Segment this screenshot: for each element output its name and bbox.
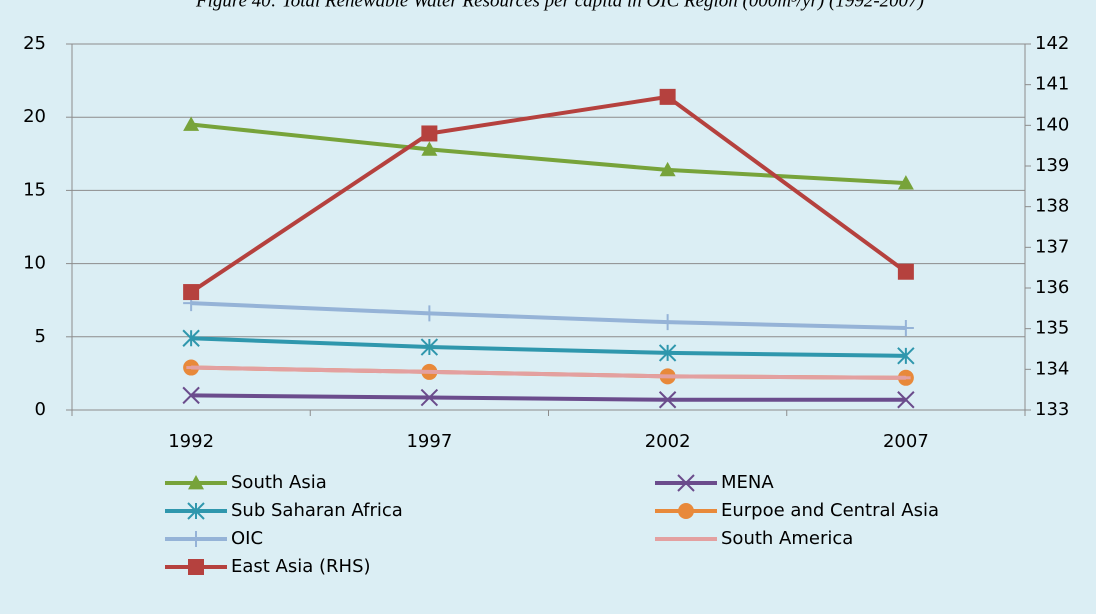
marker — [659, 314, 676, 331]
marker — [421, 305, 438, 322]
x-tick-label: 1992 — [168, 431, 214, 452]
series-line — [191, 301, 906, 331]
marker — [420, 338, 439, 356]
marker — [188, 559, 204, 575]
y-tick-label: 15 — [23, 179, 46, 200]
y2-tick-label: 139 — [1035, 155, 1069, 176]
series-line — [191, 336, 906, 358]
marker — [677, 474, 695, 492]
marker — [182, 329, 200, 347]
marker — [420, 388, 439, 407]
marker — [183, 116, 200, 131]
x-tick-label: 2002 — [645, 431, 691, 452]
legend-label: Sub Saharan Africa — [231, 500, 403, 521]
marker — [897, 175, 914, 190]
y2-tick-label: 134 — [1035, 358, 1069, 379]
legend-label: East Asia (RHS) — [231, 556, 371, 577]
marker — [188, 475, 204, 490]
legend-label: South Asia — [231, 472, 327, 493]
legend-label: MENA — [721, 472, 774, 493]
y-tick-label: 20 — [23, 106, 46, 127]
y2-tick-label: 137 — [1035, 236, 1069, 257]
legend-label: OIC — [231, 528, 263, 549]
y-tick-label: 0 — [35, 399, 46, 420]
legend-label: South America — [721, 528, 853, 549]
marker — [897, 391, 915, 409]
marker — [897, 263, 914, 280]
marker — [658, 344, 677, 362]
marker — [421, 125, 438, 142]
y2-tick-label: 138 — [1035, 196, 1069, 217]
y2-tick-label: 133 — [1035, 399, 1069, 420]
marker — [659, 161, 676, 177]
x-tick-label: 1997 — [406, 431, 452, 452]
series-line — [190, 122, 906, 186]
y2-tick-label: 141 — [1035, 74, 1069, 95]
series-line — [191, 393, 906, 402]
x-tick-label: 2007 — [883, 431, 929, 452]
marker — [182, 386, 200, 405]
marker — [187, 502, 205, 520]
marker — [678, 503, 694, 519]
y-tick-label: 25 — [23, 33, 46, 54]
marker — [897, 347, 915, 365]
y2-tick-label: 142 — [1035, 33, 1069, 54]
marker — [183, 284, 200, 301]
series-line — [190, 94, 908, 294]
y-tick-label: 5 — [35, 326, 46, 347]
marker — [421, 141, 438, 156]
y2-tick-label: 135 — [1035, 318, 1069, 339]
marker — [897, 320, 914, 337]
series-line — [191, 365, 906, 380]
marker — [659, 88, 676, 105]
y2-tick-label: 140 — [1035, 114, 1069, 135]
chart-title: Figure 40: Total Renewable Water Resourc… — [195, 0, 924, 11]
marker — [188, 531, 204, 547]
y-tick-label: 10 — [23, 253, 46, 274]
marker — [658, 391, 677, 409]
y2-tick-label: 136 — [1035, 277, 1069, 298]
legend-label: Eurpoe and Central Asia — [721, 500, 939, 521]
